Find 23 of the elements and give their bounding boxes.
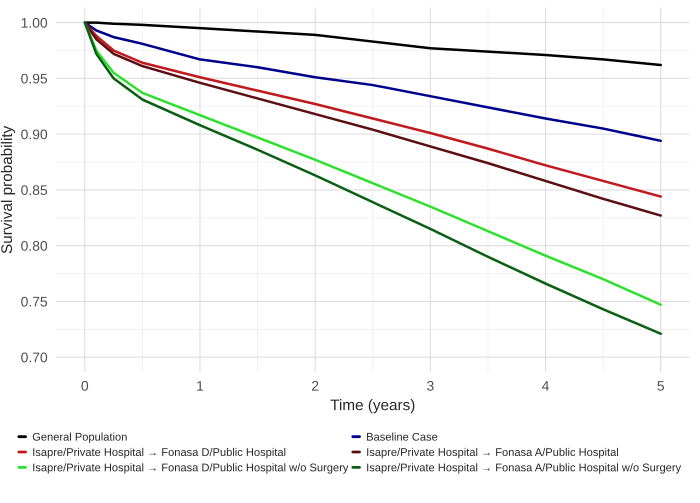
- x-tick-label: 3: [427, 380, 434, 391]
- y-tick-label: 0.70: [21, 352, 48, 362]
- y-tick-label: 0.95: [21, 74, 48, 84]
- x-axis-title: Time (years): [330, 399, 414, 414]
- x-tick-label: 1: [197, 381, 204, 391]
- y-tick-label: 0.85: [21, 185, 48, 196]
- legend-label: Isapre/Private Hospital → Fonasa D/Public Hospital: [33, 448, 286, 458]
- y-tick-label: 0.80: [21, 240, 48, 251]
- y-tick-label: 1.00: [22, 18, 48, 28]
- y-tick-label: 0.90: [21, 129, 48, 140]
- x-tick-label: 2: [312, 380, 318, 391]
- x-tick-label: 0: [81, 380, 88, 391]
- y-axis-title: Survival probability: [0, 126, 16, 254]
- y-tick-label: 0.75: [21, 296, 48, 307]
- legend-label: Isapre/Private Hospital → Fonasa D/Public Hospital w/o Surgery: [33, 463, 348, 474]
- legend-label: Isapre/Private Hospital → Fonasa A/Public Hospital w/o Surgery: [367, 463, 682, 474]
- x-tick-label: 4: [542, 381, 549, 391]
- x-tick-label: 5: [657, 381, 664, 391]
- line-series: [84, 21, 662, 142]
- legend-label: General Population: [32, 432, 127, 443]
- legend-label: Baseline Case: [367, 432, 438, 441]
- legend-label: Isapre/Private Hospital → Fonasa A/Public Hospital: [367, 448, 618, 458]
- line-series: [84, 21, 662, 66]
